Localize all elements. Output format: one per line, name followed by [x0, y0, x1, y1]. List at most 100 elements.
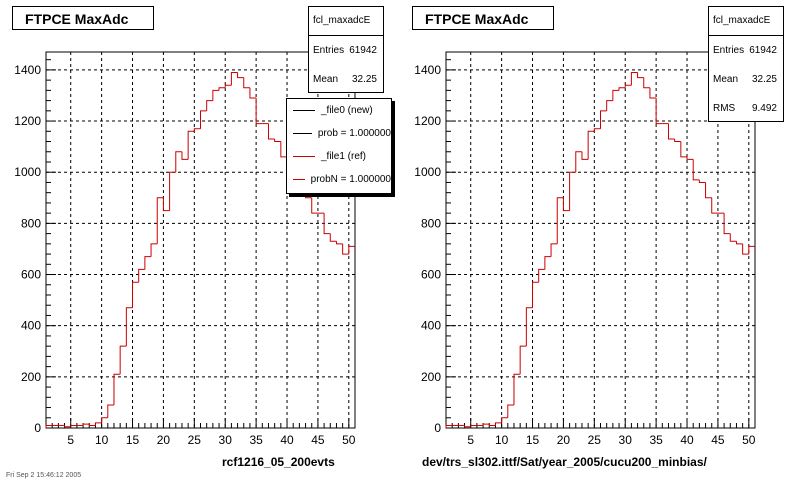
y-tick-label: 600: [421, 268, 441, 282]
legend-label: probN = 1.000000: [310, 174, 391, 185]
y-tick-label: 1400: [14, 63, 41, 77]
histogram-bin: [606, 100, 613, 111]
histogram-bin: [525, 307, 533, 347]
histogram-bin: [692, 159, 700, 181]
legend-entry-probn: probN = 1.000000: [287, 168, 391, 191]
histogram-bin: [507, 404, 514, 418]
x-tick-label: 5: [67, 433, 74, 447]
histogram-bin: [513, 373, 521, 405]
x-tick-label: 10: [95, 433, 109, 447]
stats-value: 61942: [749, 45, 777, 56]
panel-title: FTPCE MaxAdc: [12, 6, 154, 30]
x-tick-label: 20: [157, 433, 171, 447]
histogram-bin: [667, 123, 675, 140]
legend-label: prob = 1.000000: [317, 128, 391, 139]
stats-box: fcl_maxadcE Entries 61942 Mean 32.25 RMS…: [708, 6, 784, 122]
stats-value: 32.25: [751, 74, 777, 85]
histogram-bin: [680, 141, 688, 158]
stats-label: Mean: [713, 74, 739, 85]
histogram-bin: [562, 197, 570, 212]
stats-row-entries: Entries 61942: [309, 36, 383, 65]
x-tick-label: 50: [342, 433, 356, 447]
histogram-bin: [705, 182, 712, 199]
x-tick-label: 45: [311, 433, 325, 447]
legend-entry-prob: prob = 1.000000: [287, 122, 391, 145]
histogram-bin: [144, 256, 152, 270]
histogram-bin: [519, 345, 527, 375]
histogram-bin: [119, 345, 127, 375]
x-axis-caption: dev/trs_sl302.ittf/Sat/year_2005/cucu200…: [422, 455, 707, 469]
histogram-bin: [600, 110, 607, 129]
y-tick-label: 800: [421, 216, 441, 230]
y-tick-label: 400: [421, 319, 441, 333]
stats-value: 9.492: [751, 103, 777, 114]
histogram-bin: [274, 138, 281, 143]
histogram-panel-left: 5 10 15 20 25 30 35 40 45 50 0 200 400 600 800 1000 1200…: [12, 6, 392, 469]
histogram-bin: [156, 197, 164, 244]
histogram-bin: [587, 130, 595, 160]
histogram-bin: [193, 128, 201, 132]
y-tick-label: 1200: [414, 114, 441, 128]
histogram-bin: [575, 151, 582, 173]
y-tick-label: 1400: [414, 63, 441, 77]
histogram-bin: [470, 424, 477, 427]
histogram-bin: [655, 98, 663, 125]
x-tick-label: 50: [742, 433, 756, 447]
histogram-bin: [698, 179, 706, 183]
x-tick-label: 40: [280, 433, 294, 447]
y-tick-label: 400: [21, 319, 41, 333]
histogram-bin: [113, 373, 121, 405]
histogram-bin: [169, 171, 176, 211]
histogram-bin: [150, 243, 158, 257]
histogram-bin: [187, 130, 195, 160]
y-tick-label: 200: [421, 370, 441, 384]
histogram-bin: [125, 307, 133, 347]
stats-row-mean: Mean 32.25: [709, 65, 783, 94]
histogram-bin: [323, 213, 331, 235]
y-tick-label: 1000: [14, 165, 41, 179]
histogram-bin: [230, 71, 238, 86]
x-tick-label: 30: [219, 433, 233, 447]
stats-row-mean: Mean 32.25: [309, 65, 383, 94]
histogram-bin: [735, 241, 743, 245]
histogram-bin: [132, 281, 139, 308]
legend-box: _file0 (new) prob = 1.000000 _file1 (ref…: [286, 98, 392, 194]
histogram-bin: [175, 151, 182, 173]
histogram-bin: [729, 233, 737, 242]
histogram-bin: [742, 243, 749, 255]
histogram-bin: [206, 100, 213, 111]
histogram-bin: [494, 422, 502, 426]
x-tick-label: 25: [588, 433, 602, 447]
histogram-series: [45, 71, 355, 428]
histogram-bin: [249, 87, 257, 99]
x-tick-label: 45: [711, 433, 725, 447]
x-tick-label: 25: [188, 433, 202, 447]
histogram-bin: [181, 151, 189, 160]
histogram-bin: [224, 84, 232, 88]
histogram-bin: [280, 141, 288, 158]
histogram-bin: [711, 197, 718, 214]
histogram-bin: [464, 425, 471, 428]
histogram-bin: [45, 424, 53, 428]
histogram-bin: [550, 243, 558, 257]
timestamp: Fri Sep 2 15:46:12 2005: [6, 472, 82, 479]
x-tick-label: 35: [649, 433, 663, 447]
x-tick-label: 30: [619, 433, 633, 447]
x-tick-label: 5: [467, 433, 474, 447]
histogram-bin: [674, 138, 681, 143]
legend-entry-new: _file0 (new): [287, 99, 391, 122]
histogram-bin: [94, 422, 102, 426]
panel-title: FTPCE MaxAdc: [412, 6, 554, 30]
histogram-bin: [538, 268, 545, 283]
histogram-bin: [243, 77, 250, 89]
legend-swatch: [293, 110, 315, 111]
y-tick-label: 800: [21, 216, 41, 230]
histogram-bin: [64, 425, 71, 428]
stats-label: Mean: [313, 74, 339, 85]
legend-entry-ref: _file1 (ref): [287, 145, 391, 168]
x-tick-label: 35: [249, 433, 263, 447]
histogram-bin: [501, 417, 508, 423]
histogram-bin: [267, 123, 275, 140]
histogram-bin: [107, 404, 114, 418]
histogram-bin: [618, 87, 626, 91]
